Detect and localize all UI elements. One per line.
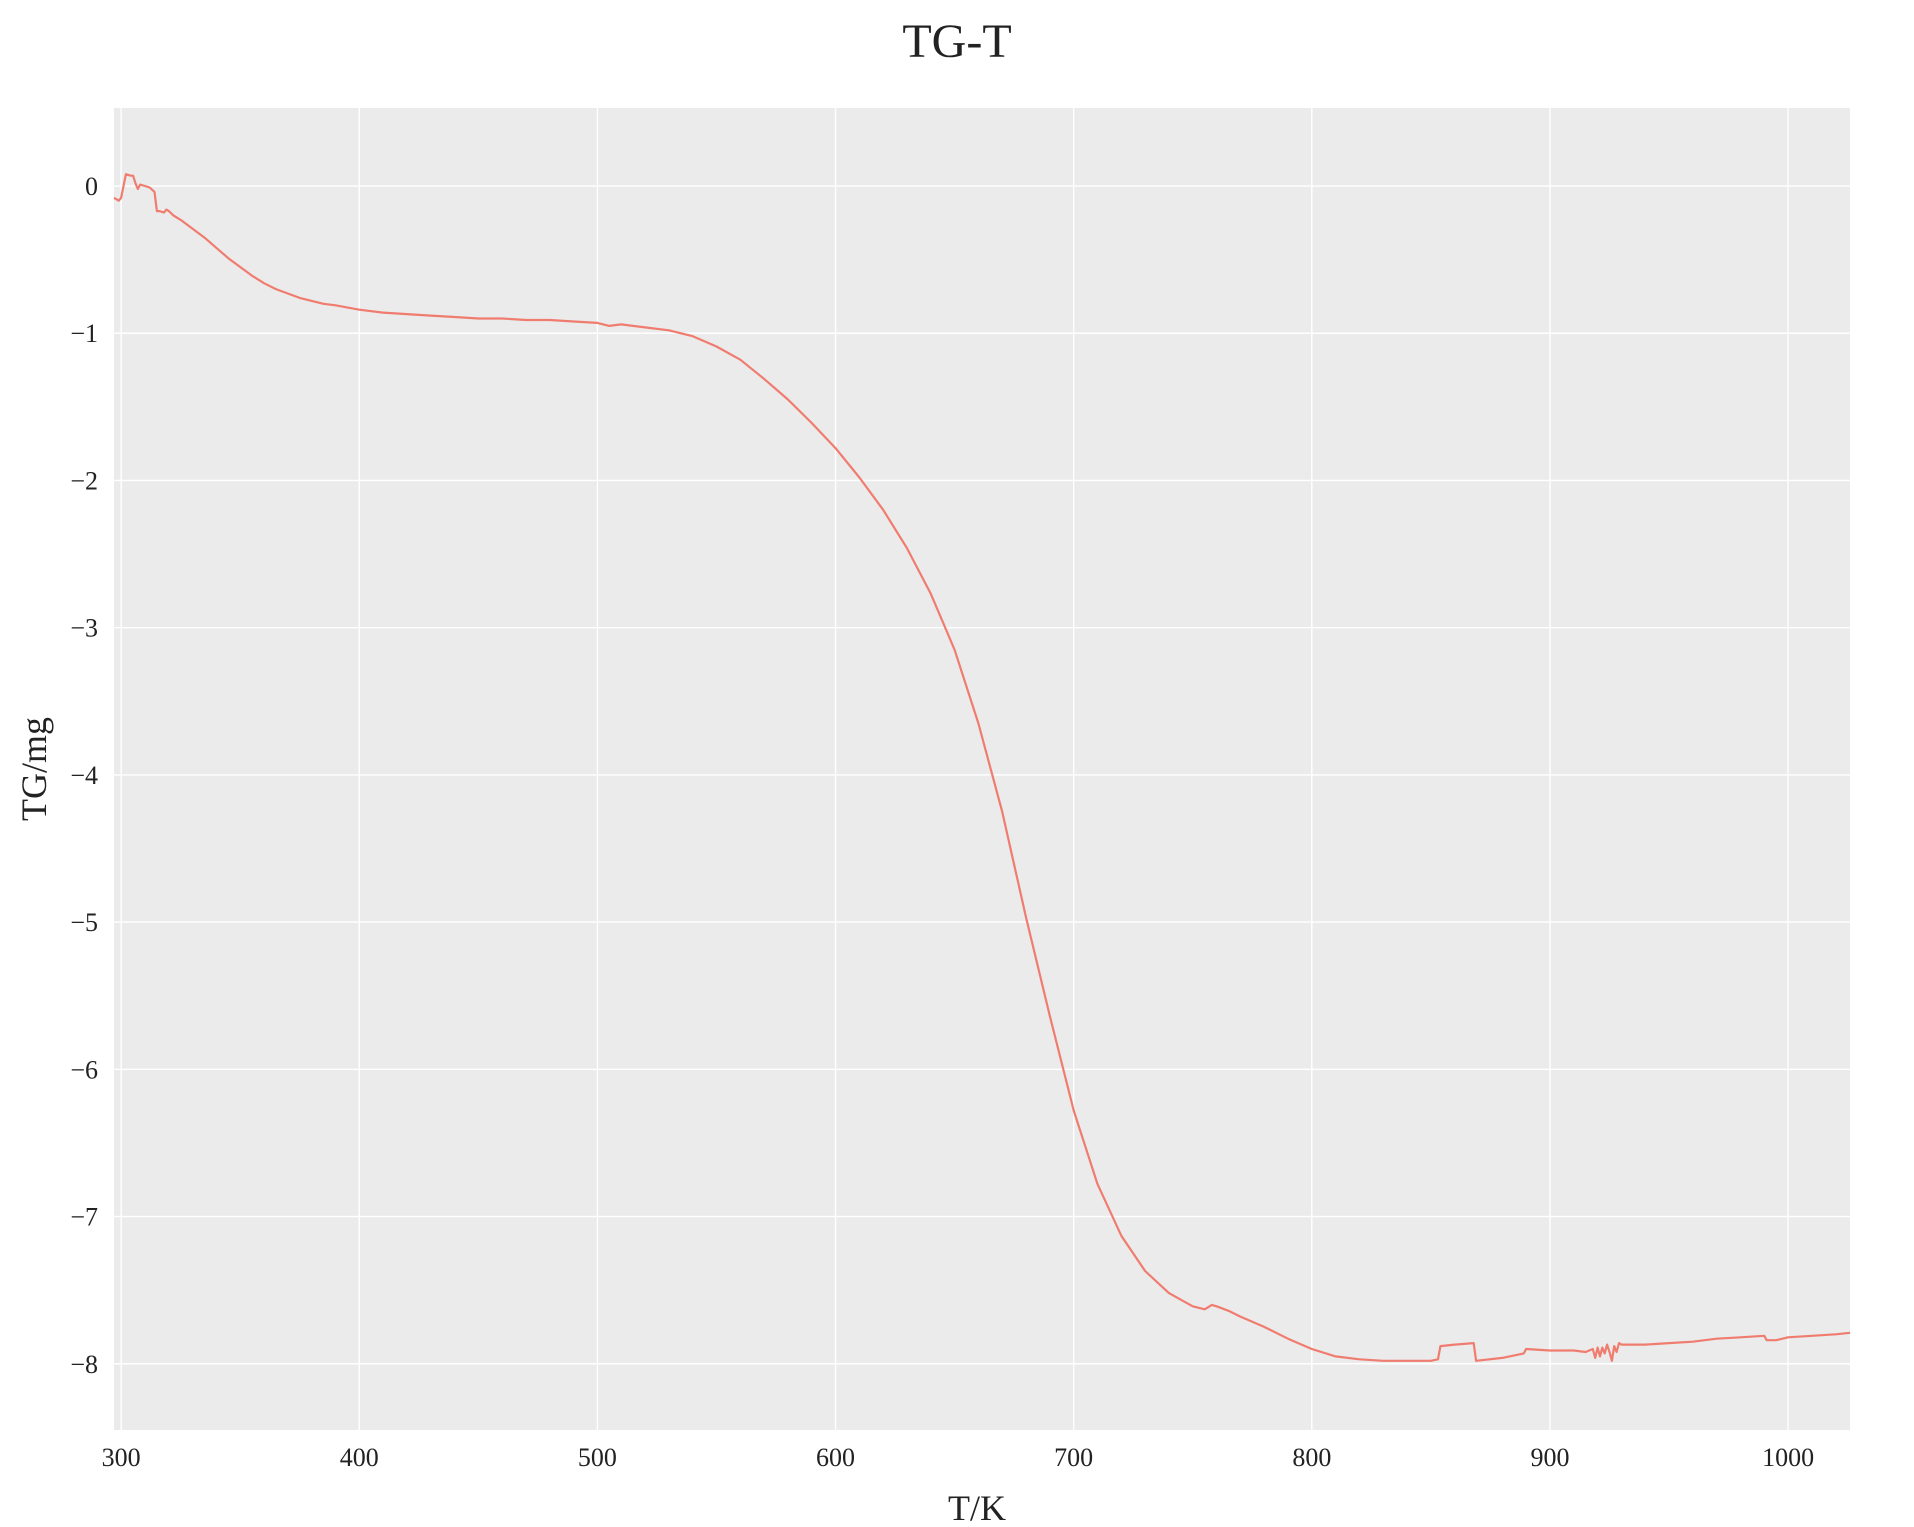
x-tick-label: 600	[816, 1443, 855, 1472]
y-tick-label: 0	[85, 172, 98, 201]
x-tick-label: 300	[102, 1443, 141, 1472]
y-tick-label: −5	[70, 908, 98, 937]
grid-lines	[114, 108, 1850, 1430]
y-tick-label: −2	[70, 466, 98, 495]
x-tick-label: 800	[1292, 1443, 1331, 1472]
x-axis-ticks: 300 400 500 600 700 800 900 1000	[102, 1443, 1814, 1472]
y-tick-label: −6	[70, 1055, 98, 1084]
x-tick-label: 1000	[1762, 1443, 1814, 1472]
y-tick-label: −8	[70, 1350, 98, 1379]
x-tick-label: 500	[578, 1443, 617, 1472]
y-tick-label: −3	[70, 614, 98, 643]
y-tick-label: −7	[70, 1203, 98, 1232]
plot-area	[114, 108, 1850, 1430]
y-tick-label: −4	[70, 761, 98, 790]
tg-series-line	[113, 173, 1851, 1362]
x-axis-label: T/K	[948, 1488, 1006, 1527]
y-axis-label: TG/mg	[14, 717, 54, 821]
x-tick-label: 400	[340, 1443, 379, 1472]
x-tick-label: 900	[1530, 1443, 1569, 1472]
y-axis-ticks: 0 −1 −2 −3 −4 −5 −6 −7 −8	[70, 172, 98, 1379]
x-tick-label: 700	[1054, 1443, 1093, 1472]
chart-title: TG-T	[902, 15, 1012, 68]
y-tick-label: −1	[70, 319, 98, 348]
